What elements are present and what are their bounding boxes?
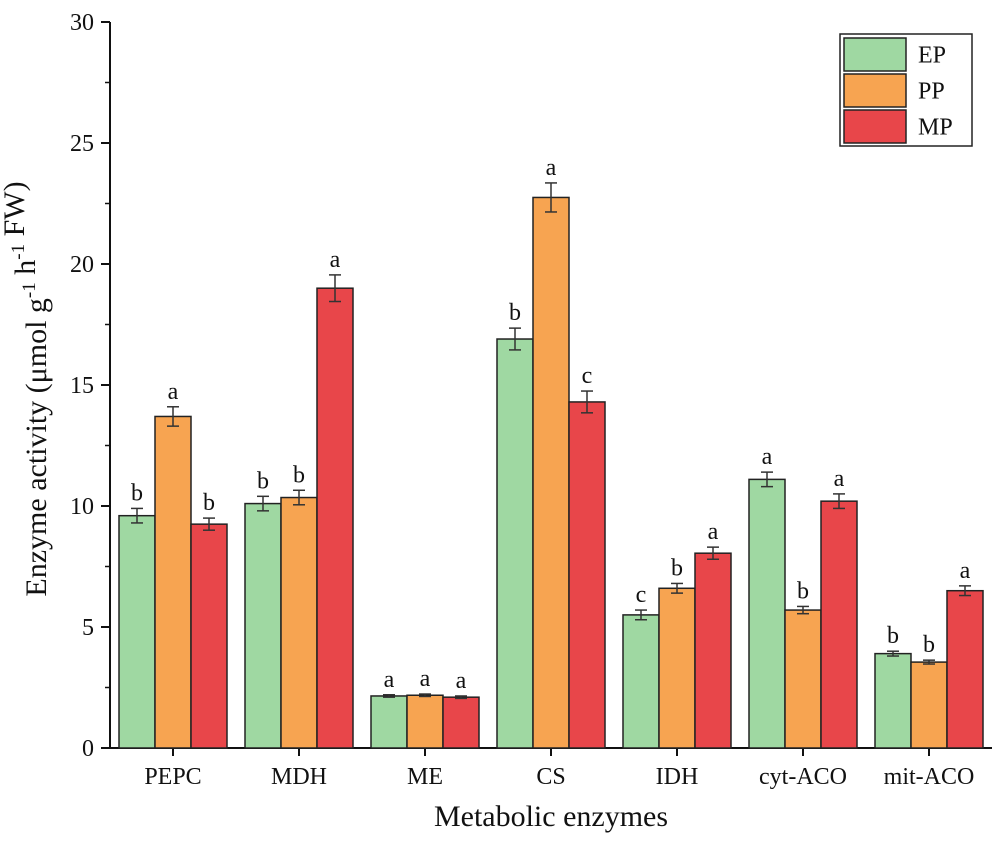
x-tick-label: ME <box>407 764 443 790</box>
bar-ep <box>622 614 660 749</box>
bar-ep <box>748 478 786 749</box>
significance-letter: b <box>797 578 809 604</box>
x-tick-label: CS <box>536 764 565 790</box>
x-tick-label: mit-ACO <box>884 764 975 790</box>
legend-label-mp: MP <box>918 115 953 141</box>
y-axis-title: Enzyme activity (μmol g-1 h-1 FW) <box>0 181 53 596</box>
x-tick-label: PEPC <box>144 764 201 790</box>
legend-swatch-mp <box>843 109 907 144</box>
y-axis-title-superscript: -1 <box>8 244 29 260</box>
y-tick-label: 15 <box>70 373 94 399</box>
y-tick-label: 10 <box>70 494 94 520</box>
significance-letter: a <box>420 666 431 692</box>
significance-letter: b <box>131 480 143 506</box>
y-axis-title-part: FW) <box>0 181 31 244</box>
bar-mp <box>568 401 606 749</box>
y-axis-title-superscript: -1 <box>19 282 40 298</box>
y-tick-label: 5 <box>82 615 94 641</box>
y-axis-title-part: h <box>9 260 42 283</box>
bar-mp <box>316 287 354 749</box>
significance-letter: b <box>293 462 305 488</box>
y-tick-label: 20 <box>70 252 94 278</box>
bar-mp <box>820 500 858 749</box>
significance-letter: a <box>708 519 719 545</box>
bar-ep <box>244 502 282 749</box>
y-axis-title-part: Enzyme activity (μmol g <box>20 298 53 597</box>
bar-pp <box>658 587 696 749</box>
chart-legend: EP PP MP <box>839 33 973 147</box>
significance-letter: a <box>834 466 845 492</box>
bar-ep <box>496 338 534 749</box>
y-tick-label: 30 <box>70 10 94 36</box>
legend-swatch-ep <box>843 37 907 72</box>
bar-pp <box>784 609 822 749</box>
y-tick-label: 0 <box>82 736 94 762</box>
bar-ep <box>370 695 408 749</box>
significance-letter: a <box>762 444 773 470</box>
significance-letter: b <box>887 623 899 649</box>
significance-letter: a <box>384 667 395 693</box>
significance-letter: b <box>257 468 269 494</box>
bar-mp <box>946 589 984 749</box>
x-tick-label: IDH <box>656 764 699 790</box>
significance-letter: a <box>546 155 557 181</box>
bar-pp <box>532 196 570 749</box>
x-tick-label: MDH <box>271 764 327 790</box>
bar-mp <box>190 523 228 749</box>
significance-letter: a <box>960 558 971 584</box>
bar-pp <box>280 496 318 749</box>
legend-label-pp: PP <box>918 79 945 105</box>
significance-letter: a <box>330 247 341 273</box>
significance-letter: a <box>168 379 179 405</box>
significance-letter: a <box>456 668 467 694</box>
bar-pp <box>910 661 948 749</box>
legend-label-ep: EP <box>918 43 946 69</box>
chart-bars <box>118 182 984 749</box>
bar-mp <box>694 552 732 749</box>
y-tick-label: 25 <box>70 131 94 157</box>
significance-letter: b <box>923 632 935 658</box>
bar-pp <box>154 415 192 749</box>
significance-letter: b <box>509 300 521 326</box>
significance-letter: b <box>671 555 683 581</box>
bar-ep <box>874 652 912 749</box>
bar-mp <box>442 696 480 749</box>
significance-letter: b <box>203 490 215 516</box>
legend-swatch-pp <box>843 73 907 108</box>
bar-pp <box>406 694 444 749</box>
bar-ep <box>118 514 156 749</box>
x-axis-title: Metabolic enzymes <box>434 800 668 833</box>
significance-letter: c <box>636 582 647 608</box>
significance-letter: c <box>582 363 593 389</box>
x-tick-label: cyt-ACO <box>759 764 847 790</box>
